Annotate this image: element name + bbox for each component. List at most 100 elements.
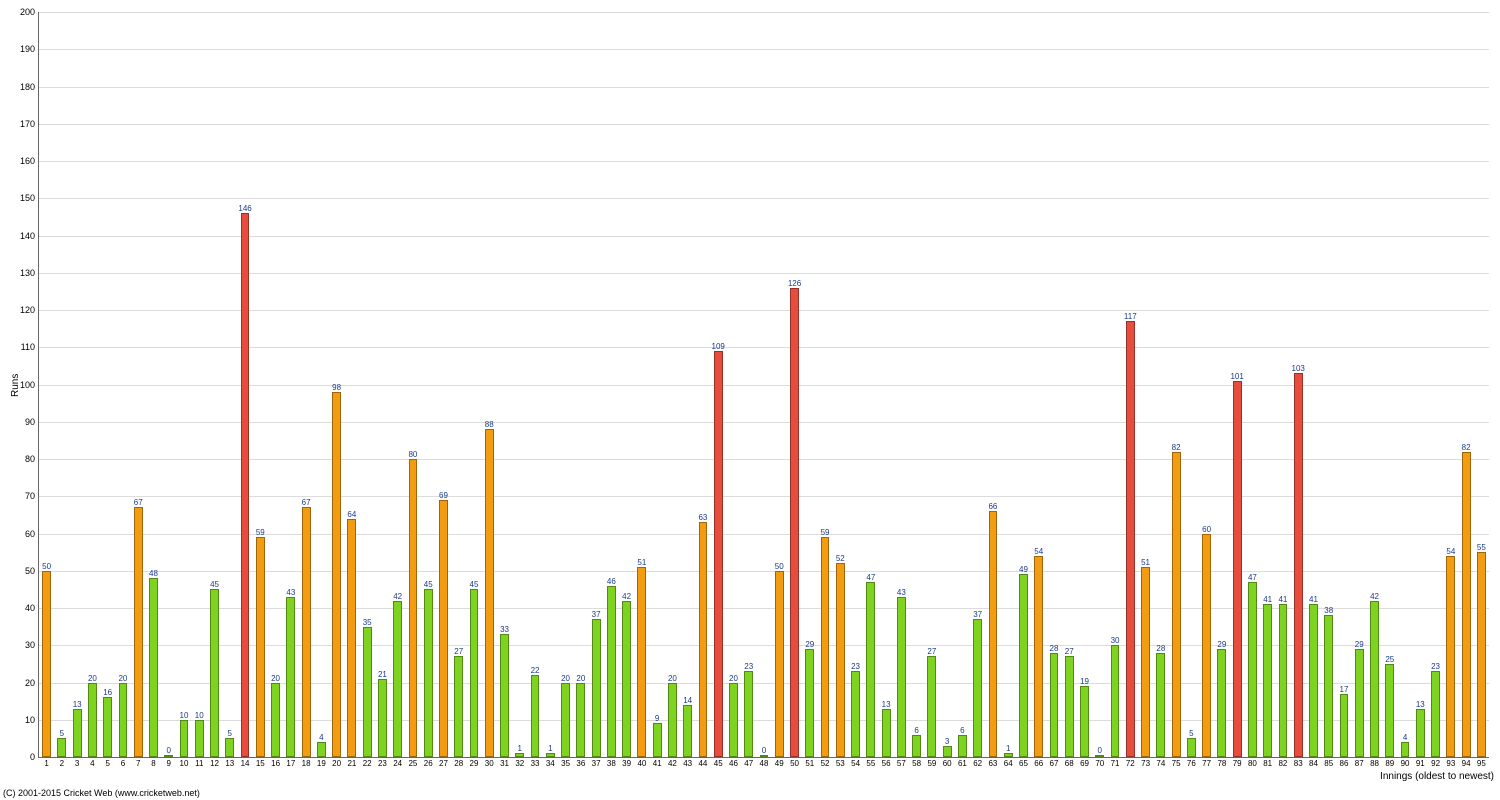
bar-value-label: 37 xyxy=(592,610,601,620)
bar-value-label: 20 xyxy=(729,674,738,684)
bar-value-label: 52 xyxy=(836,554,845,564)
x-tick-label: 13 xyxy=(225,757,234,768)
bar-value-label: 33 xyxy=(500,625,509,635)
bar-value-label: 10 xyxy=(180,711,189,721)
runs-bar-chart: 0102030405060708090100110120130140150160… xyxy=(0,0,1500,800)
gridline xyxy=(39,273,1489,274)
x-tick-label: 92 xyxy=(1431,757,1440,768)
y-tick-label: 180 xyxy=(20,82,39,92)
bar: 37 xyxy=(973,619,982,757)
y-tick-label: 130 xyxy=(20,268,39,278)
x-tick-label: 94 xyxy=(1462,757,1471,768)
bar-value-label: 21 xyxy=(378,670,387,680)
bar: 49 xyxy=(1019,574,1028,757)
x-tick-label: 36 xyxy=(576,757,585,768)
x-tick-label: 17 xyxy=(286,757,295,768)
bar: 14 xyxy=(683,705,692,757)
y-tick-label: 10 xyxy=(25,715,39,725)
x-tick-label: 90 xyxy=(1401,757,1410,768)
bar-value-label: 50 xyxy=(775,562,784,572)
bar: 54 xyxy=(1034,556,1043,757)
bar-value-label: 28 xyxy=(1156,644,1165,654)
bar-value-label: 5 xyxy=(1189,729,1193,739)
x-tick-label: 29 xyxy=(470,757,479,768)
x-tick-label: 47 xyxy=(744,757,753,768)
bar: 29 xyxy=(1217,649,1226,757)
y-tick-label: 70 xyxy=(25,491,39,501)
bar-value-label: 23 xyxy=(1431,662,1440,672)
x-tick-label: 57 xyxy=(897,757,906,768)
gridline xyxy=(39,49,1489,50)
bar-value-label: 0 xyxy=(762,746,766,756)
bar: 48 xyxy=(149,578,158,757)
x-tick-label: 37 xyxy=(592,757,601,768)
x-tick-label: 25 xyxy=(408,757,417,768)
x-tick-label: 80 xyxy=(1248,757,1257,768)
x-tick-label: 95 xyxy=(1477,757,1486,768)
bar-value-label: 30 xyxy=(1111,636,1120,646)
x-tick-label: 85 xyxy=(1324,757,1333,768)
bar: 22 xyxy=(531,675,540,757)
bar-value-label: 45 xyxy=(470,580,479,590)
x-axis-title: Innings (oldest to newest) xyxy=(1380,771,1494,782)
bar: 20 xyxy=(271,683,280,758)
bar-value-label: 67 xyxy=(302,498,311,508)
x-tick-label: 22 xyxy=(363,757,372,768)
x-tick-label: 58 xyxy=(912,757,921,768)
copyright-text: (C) 2001-2015 Cricket Web (www.cricketwe… xyxy=(3,788,200,798)
bar: 6 xyxy=(958,735,967,757)
y-tick-label: 160 xyxy=(20,156,39,166)
x-tick-label: 78 xyxy=(1217,757,1226,768)
bar: 59 xyxy=(821,537,830,757)
gridline xyxy=(39,124,1489,125)
x-tick-label: 52 xyxy=(821,757,830,768)
bar-value-label: 0 xyxy=(1098,746,1102,756)
x-tick-label: 75 xyxy=(1172,757,1181,768)
y-tick-label: 30 xyxy=(25,640,39,650)
bar: 30 xyxy=(1111,645,1120,757)
x-tick-label: 51 xyxy=(805,757,814,768)
bar-value-label: 60 xyxy=(1202,525,1211,535)
x-tick-label: 26 xyxy=(424,757,433,768)
bar-value-label: 19 xyxy=(1080,677,1089,687)
gridline xyxy=(39,347,1489,348)
bar-value-label: 82 xyxy=(1172,443,1181,453)
bar-value-label: 10 xyxy=(195,711,204,721)
bar-value-label: 41 xyxy=(1309,595,1318,605)
x-tick-label: 7 xyxy=(136,757,140,768)
bar-value-label: 17 xyxy=(1340,685,1349,695)
bar-value-label: 43 xyxy=(897,588,906,598)
x-tick-label: 21 xyxy=(347,757,356,768)
bar: 64 xyxy=(347,519,356,757)
bar: 51 xyxy=(637,567,646,757)
x-tick-label: 28 xyxy=(454,757,463,768)
x-tick-label: 81 xyxy=(1263,757,1272,768)
x-tick-label: 56 xyxy=(882,757,891,768)
bar-value-label: 20 xyxy=(271,674,280,684)
bar-value-label: 35 xyxy=(363,618,372,628)
bar: 29 xyxy=(1355,649,1364,757)
y-tick-label: 50 xyxy=(25,566,39,576)
bar: 28 xyxy=(1050,653,1059,757)
bar: 51 xyxy=(1141,567,1150,757)
bar: 45 xyxy=(424,589,433,757)
y-tick-label: 40 xyxy=(25,603,39,613)
bar-value-label: 27 xyxy=(1065,647,1074,657)
x-tick-label: 83 xyxy=(1294,757,1303,768)
x-tick-label: 68 xyxy=(1065,757,1074,768)
bar: 13 xyxy=(73,709,82,757)
x-tick-label: 61 xyxy=(958,757,967,768)
x-tick-label: 50 xyxy=(790,757,799,768)
bar: 20 xyxy=(88,683,97,758)
bar-value-label: 146 xyxy=(238,204,251,214)
bar: 41 xyxy=(1263,604,1272,757)
bar: 16 xyxy=(103,697,112,757)
bar-value-label: 43 xyxy=(286,588,295,598)
bar: 27 xyxy=(454,656,463,757)
x-tick-label: 1 xyxy=(44,757,48,768)
bar-value-label: 117 xyxy=(1124,312,1137,322)
bar: 88 xyxy=(485,429,494,757)
x-tick-label: 63 xyxy=(988,757,997,768)
bar: 20 xyxy=(561,683,570,758)
bar: 47 xyxy=(1248,582,1257,757)
